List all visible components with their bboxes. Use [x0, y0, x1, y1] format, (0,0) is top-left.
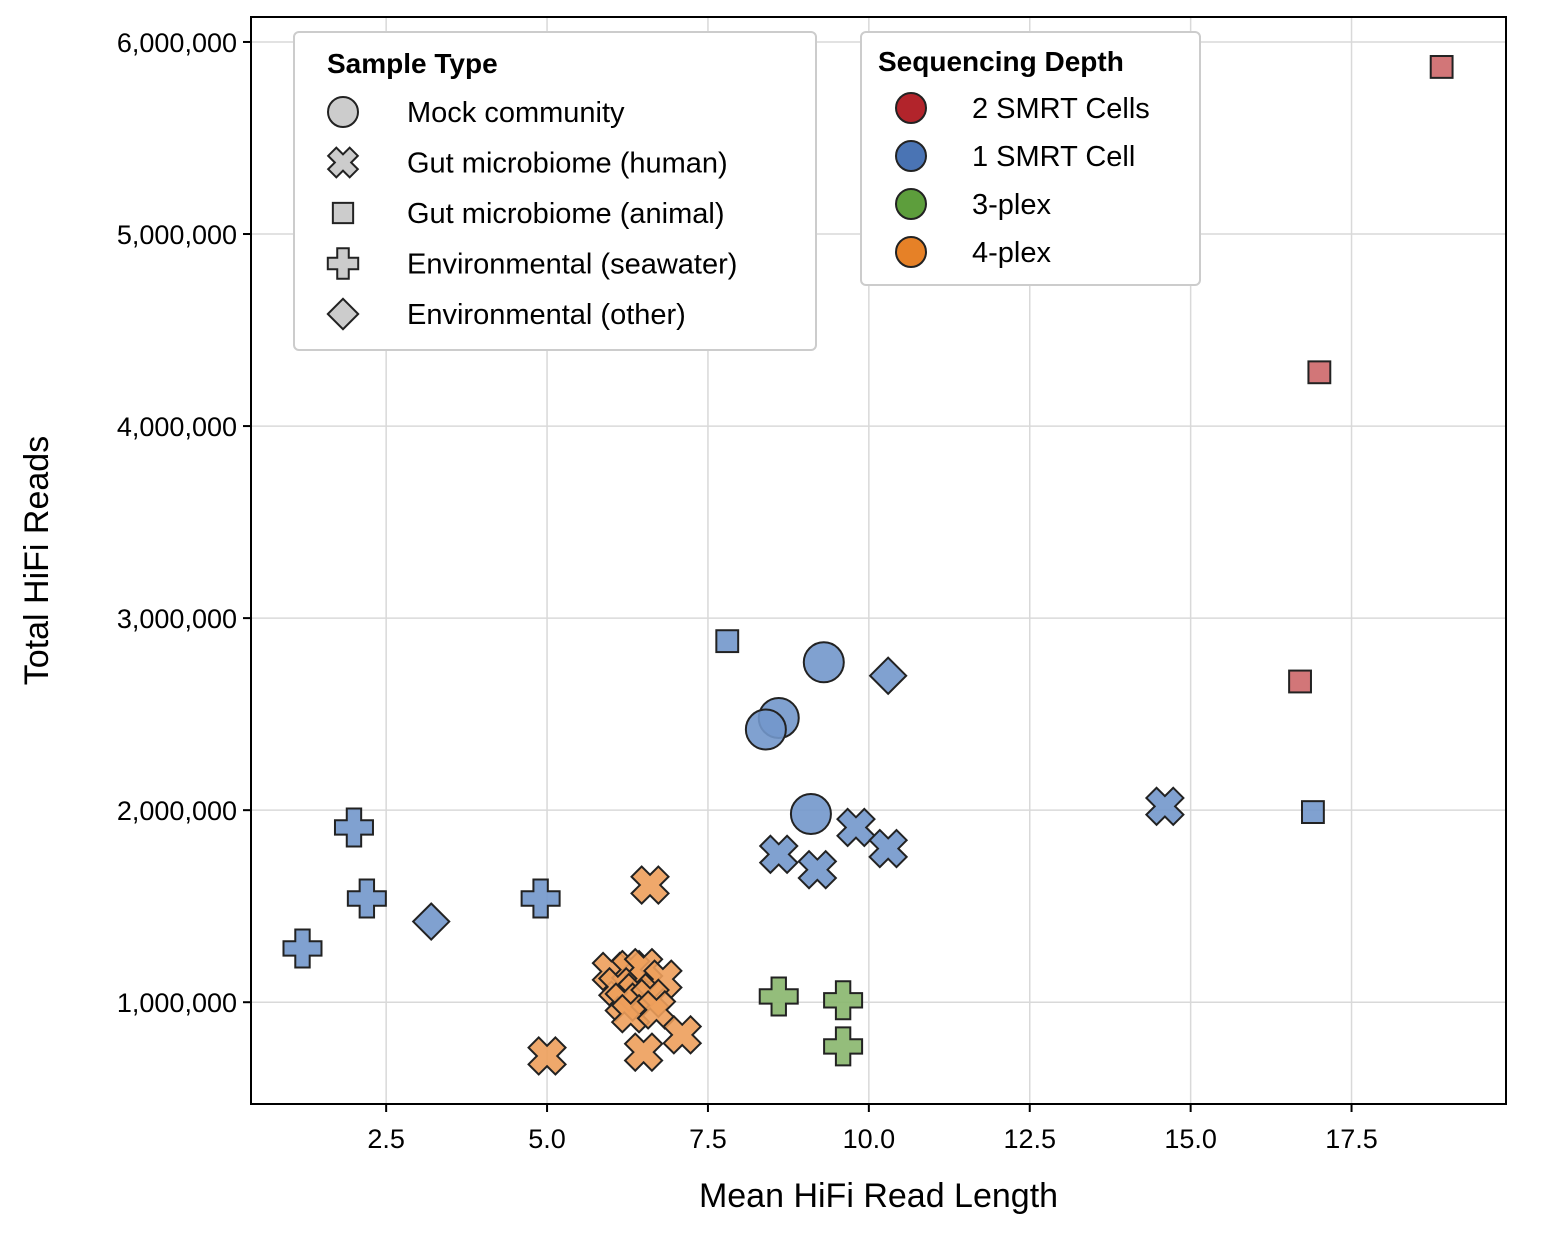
data-point-gut-human [1144, 786, 1185, 827]
data-point-env-seawater [282, 928, 323, 969]
y-axis-label: Total HiFi Reads [18, 436, 56, 685]
x-tick-label: 12.5 [1003, 1124, 1056, 1154]
data-point-env-seawater [333, 807, 374, 848]
legend-marker-4plex [895, 236, 927, 268]
data-point-gut-human [623, 1032, 664, 1073]
data-point-gut-human [630, 865, 670, 906]
legend-depth-label: 3-plex [972, 189, 1051, 221]
legend-sample-type-label: Environmental (other) [407, 299, 686, 331]
data-point-gut-human [636, 989, 677, 1030]
x-tick-label: 7.5 [689, 1124, 727, 1154]
data-point-gut-human [758, 834, 799, 875]
legend-depth-label: 1 SMRT Cell [972, 141, 1135, 173]
data-point-env-seawater [346, 878, 387, 919]
legend-marker-2smrt [895, 92, 927, 124]
y-tick-label: 3,000,000 [117, 604, 237, 634]
data-point-gut-animal [715, 629, 740, 654]
legend-sample-type-label: Mock community [407, 97, 625, 129]
data-point-mock [744, 708, 787, 751]
x-tick-label: 15.0 [1164, 1124, 1217, 1154]
y-tick-label: 4,000,000 [117, 412, 237, 442]
x-axis-label: Mean HiFi Read Length [699, 1177, 1058, 1215]
data-point-env-seawater [520, 878, 561, 919]
legend-marker-circle [327, 96, 359, 128]
legend-marker-plus [326, 247, 360, 280]
legend-sample-type-label: Gut microbiome (human) [407, 148, 728, 180]
y-axis: 1,000,000 2,000,000 3,000,000 4,000,000 5,00… [117, 28, 251, 1018]
y-tick-label: 1,000,000 [117, 988, 237, 1018]
legend-marker-diamond [326, 297, 360, 331]
x-tick-label: 17.5 [1325, 1124, 1378, 1154]
legend-sample-type-label: Environmental (seawater) [407, 249, 737, 281]
data-point-mock [789, 793, 832, 836]
plot-frame [250, 16, 1507, 1105]
legend-marker-x [326, 146, 360, 179]
x-tick-label: 5.0 [528, 1124, 566, 1154]
data-point-env-seawater [823, 1026, 864, 1067]
x-axis: 2.5 5.0 7.5 10.0 12.5 15.0 17.5 [367, 1104, 1378, 1154]
legend-depth-label: 2 SMRT Cells [972, 93, 1150, 125]
y-tick-label: 5,000,000 [117, 220, 237, 250]
x-tick-label: 10.0 [843, 1124, 896, 1154]
data-point-gut-human [662, 1014, 703, 1055]
data-points [282, 55, 1454, 1076]
data-point-env-other [868, 656, 908, 696]
data-point-env-seawater [758, 976, 799, 1017]
data-point-gut-human [836, 807, 876, 848]
legend-marker-1smrt [895, 140, 927, 172]
y-tick-label: 6,000,000 [117, 28, 237, 58]
data-point-env-other [411, 902, 451, 942]
data-point-gut-human [868, 828, 909, 869]
legend-sample-type-label: Gut microbiome (animal) [407, 198, 724, 230]
legend-sequencing-depth: Sequencing Depth 2 SMRT Cells 1 SMRT Cell… [860, 31, 1201, 286]
legend-sequencing-depth-title: Sequencing Depth [878, 46, 1124, 77]
data-point-gut-animal [1301, 800, 1325, 825]
data-point-env-seawater [823, 980, 864, 1021]
legend-sample-type: Sample Type Mock community Gut microbiome… [293, 31, 817, 351]
data-point-gut-human [527, 1036, 567, 1076]
data-point-gut-animal [1429, 55, 1454, 79]
legend-marker-3plex [895, 188, 927, 220]
legend-sample-type-title: Sample Type [327, 48, 498, 79]
x-tick-label: 2.5 [367, 1124, 405, 1154]
data-point-gut-human [797, 849, 838, 890]
data-point-gut-animal [1288, 669, 1312, 694]
data-point-gut-animal [1307, 360, 1332, 385]
y-tick-label: 2,000,000 [117, 796, 237, 826]
data-point-mock [802, 641, 845, 684]
legend-depth-label: 4-plex [972, 237, 1051, 269]
legend-marker-square [331, 201, 355, 225]
